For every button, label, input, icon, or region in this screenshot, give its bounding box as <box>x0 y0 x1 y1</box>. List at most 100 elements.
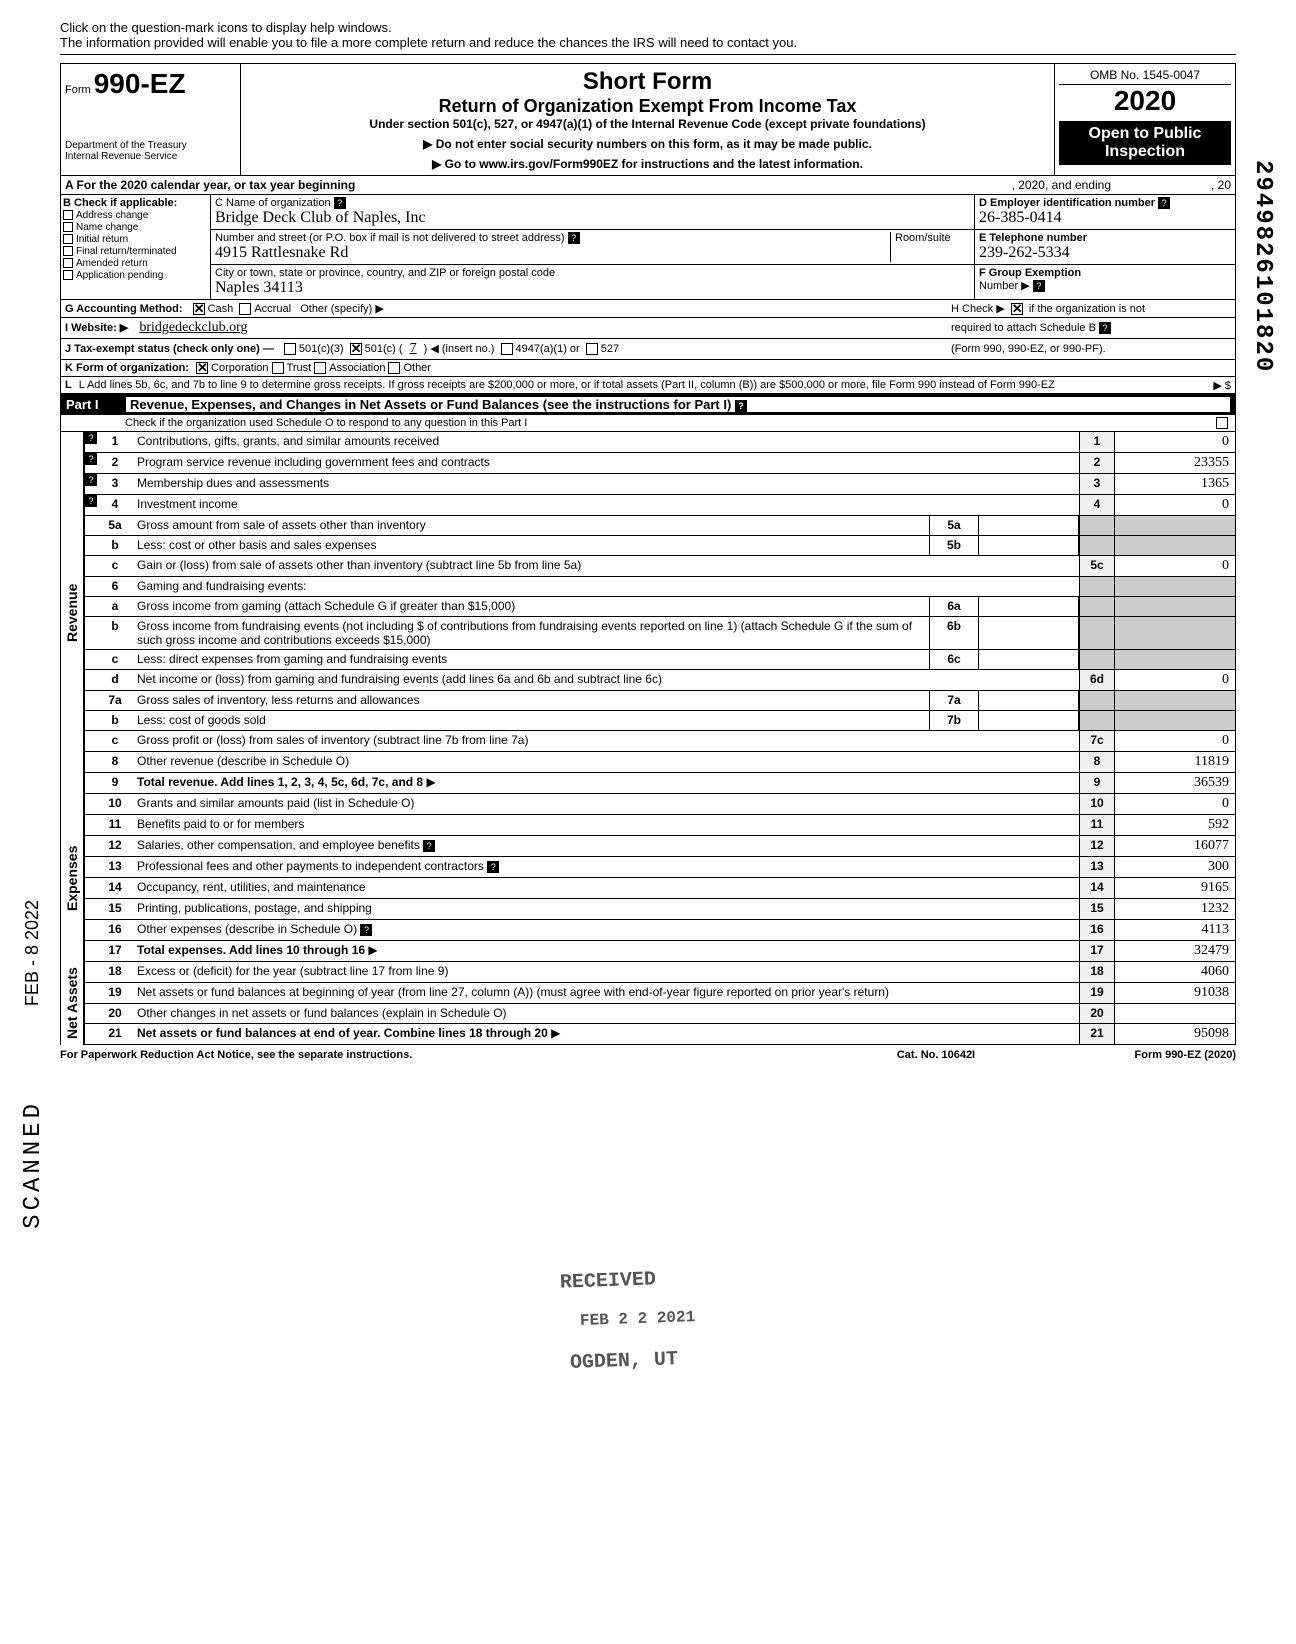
form-number-box: Form 990-EZ Department of the Treasury I… <box>61 64 241 175</box>
cb-amended[interactable]: Amended return <box>63 258 208 269</box>
cb-corp[interactable] <box>196 362 208 374</box>
line6c-desc: Less: direct expenses from gaming and fu… <box>133 650 929 669</box>
line6-desc: Gaming and fundraising events: <box>133 577 1079 596</box>
tax-year: 20202020 <box>1059 85 1231 117</box>
open-public: Open to Public Inspection <box>1059 121 1231 165</box>
website-value: bridgedeckclub.org <box>139 320 247 335</box>
i-label: I Website: ▶ <box>65 322 128 334</box>
line13-desc: Professional fees and other payments to … <box>133 857 1079 877</box>
line12-val: 16077 <box>1115 836 1235 856</box>
line7c-desc: Gross profit or (loss) from sales of inv… <box>133 731 1079 751</box>
help-icon[interactable]: ? <box>85 474 97 486</box>
line6d-desc: Net income or (loss) from gaming and fun… <box>133 670 1079 690</box>
line6a-desc: Gross income from gaming (attach Schedul… <box>133 597 929 616</box>
cb-cash[interactable] <box>193 303 205 315</box>
group-label: F Group Exemption <box>979 267 1081 279</box>
line11-desc: Benefits paid to or for members <box>133 815 1079 835</box>
line5b-desc: Less: cost or other basis and sales expe… <box>133 536 929 555</box>
line1-val: 0 <box>1115 432 1235 452</box>
line18-desc: Excess or (deficit) for the year (subtra… <box>133 962 1079 982</box>
help-icon[interactable]: ? <box>1158 197 1170 209</box>
line17-desc: Total expenses. Add lines 10 through 16 … <box>133 941 1079 961</box>
omb-number: OMB No. 1545-0047 <box>1059 68 1231 85</box>
line9-val: 36539 <box>1115 773 1235 793</box>
help-icon[interactable]: ? <box>85 432 97 444</box>
form-label: Form <box>65 84 91 96</box>
line9-desc: Total revenue. Add lines 1, 2, 3, 4, 5c,… <box>133 773 1079 793</box>
cb-sched-b[interactable] <box>1011 303 1023 315</box>
line18-val: 4060 <box>1115 962 1235 982</box>
line-i: I Website: ▶ bridgedeckclub.org required… <box>60 318 1236 339</box>
part1-sub: Check if the organization used Schedule … <box>60 415 1236 432</box>
dept-label: Department of the Treasury <box>65 140 236 151</box>
ein-label: D Employer identification number <box>979 197 1155 209</box>
cb-other-org[interactable] <box>388 362 400 374</box>
line20-desc: Other changes in net assets or fund bala… <box>133 1004 1079 1023</box>
help-icon[interactable]: ? <box>334 197 346 209</box>
form-page: Click on the question-mark icons to disp… <box>0 0 1296 1085</box>
cb-trust[interactable] <box>272 362 284 374</box>
cb-pending[interactable]: Application pending <box>63 270 208 281</box>
cb-initial[interactable]: Initial return <box>63 234 208 245</box>
line14-desc: Occupancy, rent, utilities, and maintena… <box>133 878 1079 898</box>
line13-val: 300 <box>1115 857 1235 877</box>
help-icon[interactable]: ? <box>568 232 580 244</box>
line11-val: 592 <box>1115 815 1235 835</box>
cb-sched-o[interactable] <box>1216 417 1228 429</box>
info-grid: B Check if applicable: Address change Na… <box>60 195 1236 300</box>
help-icon[interactable]: ? <box>735 400 747 412</box>
line6d-val: 0 <box>1115 670 1235 690</box>
omb-box: OMB No. 1545-0047 20202020 Open to Publi… <box>1055 64 1235 175</box>
help-icon[interactable]: ? <box>1099 322 1111 334</box>
line8-val: 11819 <box>1115 752 1235 772</box>
title2: Return of Organization Exempt From Incom… <box>249 96 1046 117</box>
cb-assoc[interactable] <box>314 362 326 374</box>
help-icon[interactable]: ? <box>1033 280 1045 292</box>
scanned-stamp: SCANNED <box>20 1100 47 1229</box>
cb-address[interactable]: Address change <box>63 210 208 221</box>
help-icon[interactable]: ? <box>487 861 499 873</box>
k-label: K Form of organization: <box>65 362 189 374</box>
row-a-right: , 20 <box>1111 178 1231 192</box>
row-a: A For the 2020 calendar year, or tax yea… <box>60 176 1236 195</box>
cb-accrual[interactable] <box>239 303 251 315</box>
help-icon[interactable]: ? <box>360 924 372 936</box>
help-icon[interactable]: ? <box>423 840 435 852</box>
cb-501c3[interactable] <box>284 343 296 355</box>
line16-val: 4113 <box>1115 920 1235 940</box>
cb-final[interactable]: Final return/terminated <box>63 246 208 257</box>
note1: ▶ Do not enter social security numbers o… <box>249 137 1046 151</box>
footer-center: Cat. No. 10642I <box>836 1049 1036 1061</box>
line16-desc: Other expenses (describe in Schedule O) … <box>133 920 1079 940</box>
group-label2: Number ▶ <box>979 280 1030 292</box>
note2: ▶ Go to www.irs.gov/Form990EZ for instru… <box>249 157 1046 171</box>
city-label: City or town, state or province, country… <box>215 267 555 279</box>
g-label: G Accounting Method: <box>65 303 183 315</box>
col-b-header: B Check if applicable: <box>63 197 208 209</box>
line2-desc: Program service revenue including govern… <box>133 453 1079 473</box>
cb-name[interactable]: Name change <box>63 222 208 233</box>
help-icon[interactable]: ? <box>85 453 97 465</box>
help-icon[interactable]: ? <box>85 495 97 507</box>
line2-val: 23355 <box>1115 453 1235 473</box>
line15-val: 1232 <box>1115 899 1235 919</box>
line1-desc: Contributions, gifts, grants, and simila… <box>133 432 1079 452</box>
line21-desc: Net assets or fund balances at end of ye… <box>133 1024 1079 1044</box>
cb-501c[interactable] <box>350 343 362 355</box>
row-a-mid: , 2020, and ending <box>1012 178 1111 192</box>
line21-val: 95098 <box>1115 1024 1235 1044</box>
org-name: Bridge Deck Club of Naples, Inc <box>215 209 426 226</box>
footer-left: For Paperwork Reduction Act Notice, see … <box>60 1049 836 1061</box>
j-label: J Tax-exempt status (check only one) — <box>65 343 274 355</box>
cb-4947[interactable] <box>501 343 513 355</box>
part1-header: Part I Revenue, Expenses, and Changes in… <box>60 394 1236 415</box>
line3-desc: Membership dues and assessments <box>133 474 1079 494</box>
phone-label: E Telephone number <box>979 232 1087 244</box>
line10-val: 0 <box>1115 794 1235 814</box>
hint-box: Click on the question-mark icons to disp… <box>60 20 1236 55</box>
org-addr: 4915 Rattlesnake Rd <box>215 244 348 261</box>
line4-val: 0 <box>1115 495 1235 515</box>
line5c-desc: Gain or (loss) from sale of assets other… <box>133 556 1079 576</box>
cb-527[interactable] <box>586 343 598 355</box>
line7c-val: 0 <box>1115 731 1235 751</box>
